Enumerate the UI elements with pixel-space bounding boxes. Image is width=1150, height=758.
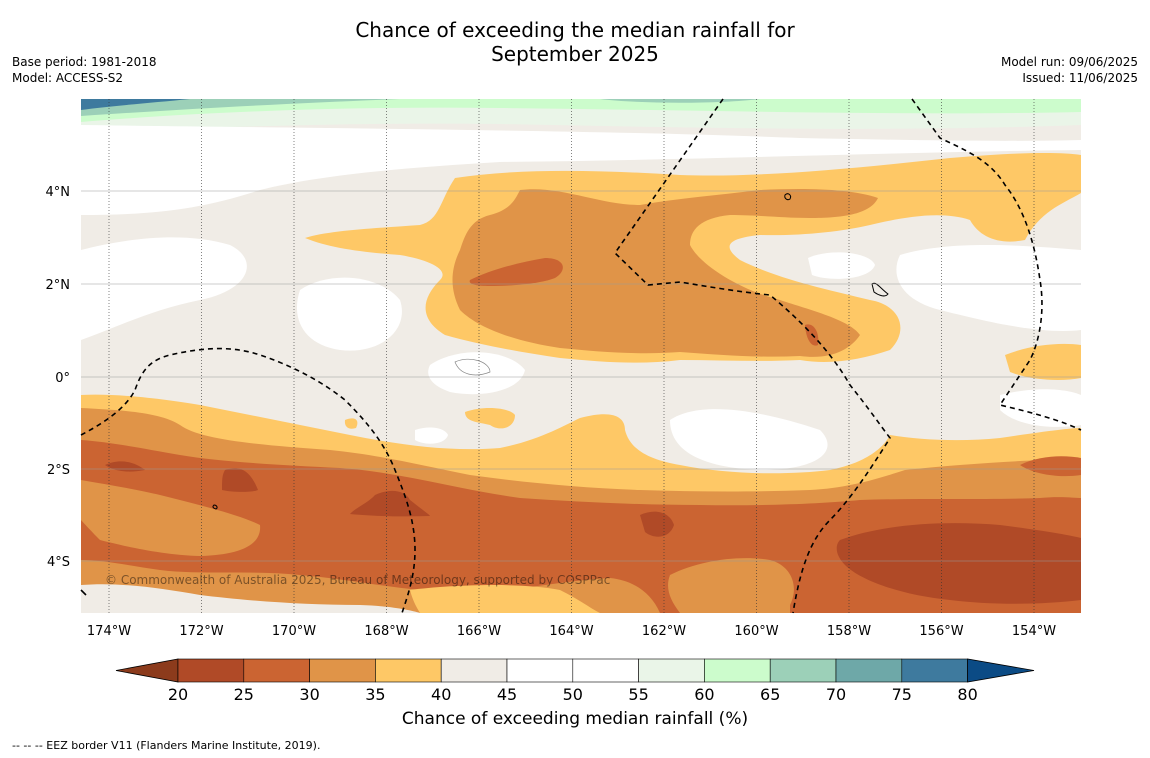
island-outline-4	[454, 358, 491, 376]
colorbar-segment	[375, 658, 442, 683]
colorbar-tick-label: 70	[826, 685, 846, 704]
title-line-2: September 2025	[491, 42, 659, 66]
colorbar-tick-label: 40	[431, 685, 451, 704]
colorbar-tick-label: 20	[168, 685, 188, 704]
top-teal-band	[81, 99, 400, 116]
longitude-tick-label: 166°W	[457, 624, 501, 639]
south-patch-20-25-east-2	[1020, 456, 1081, 477]
latitude-tick-label: 4°S	[47, 555, 70, 570]
colorbar-tick-label: 60	[694, 685, 714, 704]
eez-border-east	[911, 98, 1082, 431]
colorbar-title: Chance of exceeding median rainfall (%)	[401, 709, 749, 729]
white-region-east	[896, 245, 1081, 331]
colorbar-segment	[440, 658, 508, 683]
white-region-south-central	[670, 409, 828, 470]
colorbar-tick-label: 25	[234, 685, 254, 704]
dry-blob-25-30	[469, 258, 563, 286]
top-green-band	[81, 99, 1081, 122]
white-region-upper	[81, 125, 1081, 215]
colorbar-segment	[309, 658, 376, 683]
dry-patch-east	[1005, 343, 1081, 380]
south-patch-30-35-east	[668, 558, 794, 613]
south-patch-20-25-east	[836, 523, 1081, 604]
dry-patch-small-2	[344, 418, 358, 429]
latitude-tick-label: 0°	[55, 371, 70, 386]
longitude-tick-label: 164°W	[549, 624, 593, 639]
longitude-tick-label: 158°W	[827, 624, 871, 639]
longitude-labels: 174°W 172°W 170°W 168°W 166°W 164°W 162°W 160°W…	[87, 624, 1056, 639]
longitude-tick-label: 174°W	[87, 624, 131, 639]
title-line-1: Chance of exceeding the median rainfall …	[355, 18, 795, 42]
latitude-tick-label: 2°N	[46, 278, 71, 293]
longitude-tick-label: 162°W	[642, 624, 686, 639]
island-outline-1	[784, 193, 791, 201]
latitude-tick-label: 2°S	[47, 463, 70, 478]
eez-border-west-corner	[80, 589, 87, 596]
colorbar-tick-label: 65	[760, 685, 780, 704]
longitude-tick-label: 154°W	[1012, 624, 1056, 639]
chart-title: Chance of exceeding the median rainfall …	[0, 18, 1150, 66]
south-belt-25-30	[81, 440, 1081, 613]
longitude-tick-label: 156°W	[919, 624, 963, 639]
footer-legend: -- -- -- EEZ border V11 (Flanders Marine…	[12, 739, 321, 752]
south-patch-20-25-west	[222, 468, 258, 492]
model-name-text: Model: ACCESS-S2	[12, 71, 124, 85]
top-blue-patch	[81, 99, 190, 110]
longitude-tick-label: 170°W	[272, 624, 316, 639]
base-period-text: Base period: 1981-2018	[12, 55, 157, 69]
latitude-gridlines	[81, 190, 1081, 562]
colorbar-segment	[177, 658, 245, 683]
colorbar-segment	[835, 658, 903, 683]
rainfall-probability-map	[81, 99, 1081, 613]
white-region-southeast	[1000, 389, 1081, 427]
colorbar-segment	[243, 658, 310, 683]
eez-borders	[80, 98, 1082, 614]
issued-date-text: Issued: 11/06/2025	[1022, 71, 1138, 85]
white-region-east-small	[808, 252, 875, 279]
colorbar-over-arrow	[967, 658, 1035, 683]
colorbar-tick-label: 50	[563, 685, 583, 704]
colorbar-tick-label: 80	[957, 685, 977, 704]
white-region-equator	[428, 352, 525, 395]
colorbar-tick-label: 75	[892, 685, 912, 704]
latitude-labels: 4°N 2°N 0° 2°S 4°S	[46, 185, 71, 570]
colorbar-segment	[572, 658, 639, 683]
white-region-central	[296, 277, 402, 351]
dry-patch-equator	[465, 408, 515, 429]
latitude-tick-label: 4°N	[46, 185, 71, 200]
model-run-text: Model run: 09/06/2025	[1000, 55, 1138, 69]
run-info: Model run: 09/06/2025 Issued: 11/06/2025	[1001, 54, 1138, 86]
colorbar: 20 25 30 35 40 45 50 55 60 65 70 75 80	[115, 658, 1035, 704]
white-region-west	[81, 237, 247, 340]
colorbar-tick-label: 35	[365, 685, 385, 704]
model-info: Base period: 1981-2018 Model: ACCESS-S2	[12, 54, 157, 86]
eez-border-west	[80, 347, 416, 614]
copyright-text: © Commonwealth of Australia 2025, Bureau…	[105, 573, 610, 587]
colorbar-segment	[506, 658, 574, 683]
white-region-small-1	[415, 427, 448, 444]
colorbar-segment	[638, 658, 705, 683]
top-teal-band-2	[600, 99, 760, 103]
colorbar-tick-label: 55	[628, 685, 648, 704]
colorbar-segment	[704, 658, 771, 683]
colorbar-segment	[769, 658, 837, 683]
south-patch-20-25-center	[350, 490, 430, 517]
south-edge-yellow	[410, 585, 600, 613]
south-edge-light	[81, 584, 420, 613]
colorbar-tick-label: 45	[497, 685, 517, 704]
south-patch-30-35-west	[81, 480, 261, 556]
longitude-tick-label: 160°W	[734, 624, 778, 639]
colorbar-under-arrow	[115, 658, 179, 683]
longitude-tick-label: 168°W	[364, 624, 408, 639]
island-outline-3	[212, 504, 218, 510]
eez-border-center	[613, 98, 891, 614]
south-patch-20-25-mid	[640, 511, 674, 537]
colorbar-tick-label: 30	[299, 685, 319, 704]
dry-blob-30-35	[452, 188, 878, 357]
colorbar-segment	[901, 658, 968, 683]
longitude-tick-label: 172°W	[179, 624, 223, 639]
